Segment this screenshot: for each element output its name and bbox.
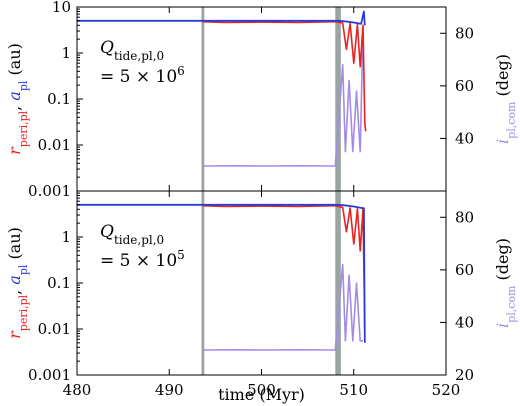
bottom-series-i-com: [202, 263, 363, 351]
top-annotation-q: Qtide,pl,0: [100, 38, 164, 63]
bottom-right-tick-label: 20: [455, 366, 474, 384]
bottom-series-a: [77, 203, 366, 343]
bottom-right-tick-label: 60: [455, 261, 474, 279]
bottom-band-1: [201, 191, 205, 375]
x-tick-label: 500: [247, 381, 276, 399]
top-right-tick-label: 80: [455, 24, 474, 42]
top-left-tick-label: 0.1: [47, 90, 71, 108]
top-band-2: [335, 7, 341, 191]
x-tick-label: 520: [432, 381, 461, 399]
top-series-i-com: [202, 27, 364, 167]
bottom-right-tick-label: 40: [455, 313, 474, 331]
x-tick-label: 510: [339, 381, 368, 399]
top-left-tick-label: 0.01: [38, 136, 71, 154]
top-left-tick-label: 0.001: [28, 182, 71, 200]
top-left-axis-label: rperi,pl, apl (au): [5, 43, 30, 155]
bottom-left-tick-label: 0.001: [28, 366, 71, 384]
bottom-right-tick-label: 80: [455, 208, 474, 226]
bottom-left-tick-label: 0.1: [47, 274, 71, 292]
bottom-left-axis-label: rperi,pl, apl (au): [5, 227, 30, 339]
x-tick-label: 490: [155, 381, 184, 399]
top-left-tick-label: 10: [52, 0, 71, 16]
bottom-right-axis-label: ipl,com (deg): [493, 238, 518, 328]
top-annotation-value: = 5 × 106: [100, 64, 185, 87]
top-band-1: [201, 7, 205, 191]
bottom-left-tick-label: 0.01: [38, 320, 71, 338]
top-right-axis-label: ipl,com (deg): [493, 54, 518, 144]
bottom-band-2: [335, 191, 341, 375]
bottom-series-r-peri: [202, 204, 366, 330]
bottom-annotation-q: Qtide,pl,0: [100, 222, 164, 247]
top-right-tick-label: 40: [455, 129, 474, 147]
bottom-annotation-value: = 5 × 105: [100, 248, 185, 271]
x-axis-label: time (Myr): [218, 385, 305, 404]
bottom-panel: 0.001 0.01 0.1 1 20 40 60 80 480 490 500 510 520 rper…: [5, 190, 518, 399]
top-series-a: [77, 10, 366, 26]
top-right-tick-label: 60: [455, 77, 474, 95]
top-series-r-peri: [202, 20, 367, 132]
bottom-frame: [76, 190, 447, 376]
bottom-left-tick-label: 1: [61, 228, 71, 246]
x-tick-label: 480: [63, 381, 92, 399]
top-frame: [76, 6, 447, 192]
top-left-tick-label: 1: [61, 44, 71, 62]
top-panel: 0.001 0.01 0.1 1 10 40 60 80 rperi,pl, apl (au) i…: [5, 0, 518, 200]
